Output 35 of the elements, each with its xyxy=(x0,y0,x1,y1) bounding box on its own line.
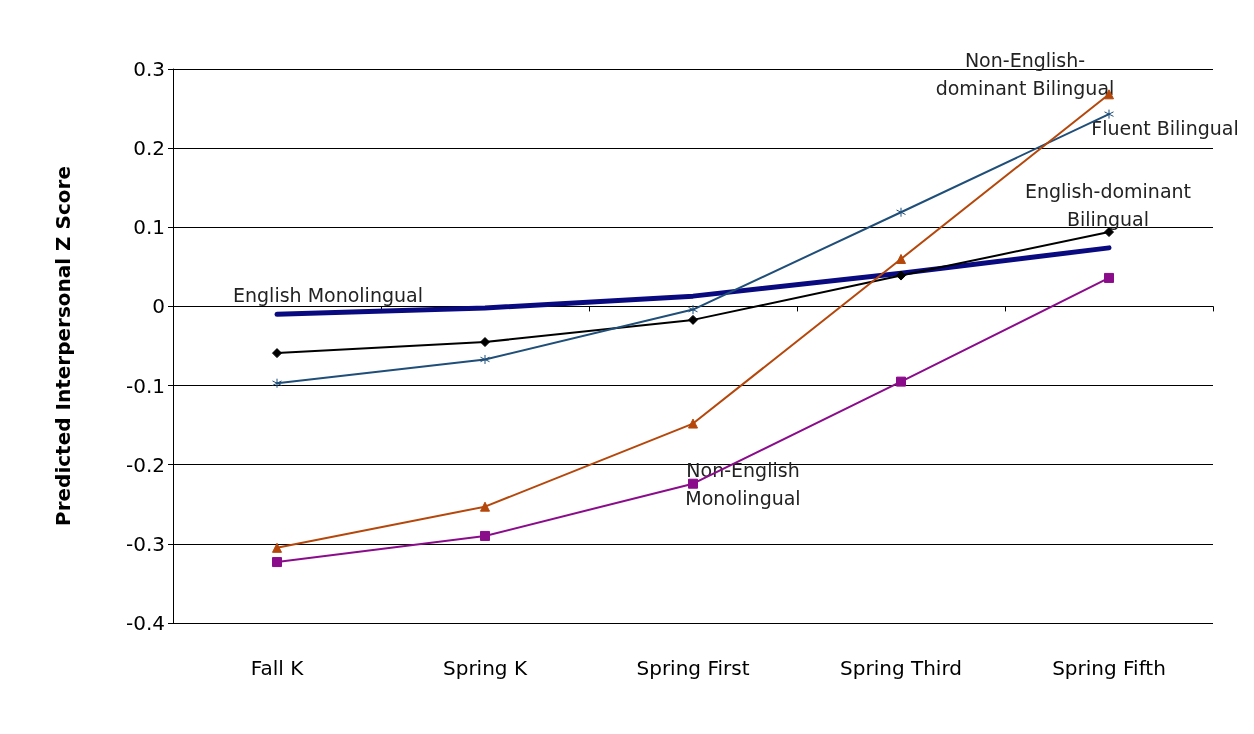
point xyxy=(480,501,490,512)
point xyxy=(480,530,490,541)
x-tick-label: Spring Fifth xyxy=(1052,656,1166,680)
y-tick-label: 0 xyxy=(152,294,165,319)
point xyxy=(1104,272,1114,283)
x-tick-label: Spring K xyxy=(442,656,528,680)
point xyxy=(896,270,906,281)
annotation: Fluent Bilingual xyxy=(1091,117,1239,139)
annotation: Non-English- dominant Bilingual xyxy=(935,49,1115,99)
y-tick-label: 0.1 xyxy=(133,215,165,240)
point xyxy=(272,557,282,568)
y-axis-title: Predicted Interpersonal Z Score xyxy=(51,165,75,527)
annotation: English-dominant Bilingual xyxy=(1024,180,1192,230)
point xyxy=(480,337,490,348)
x-tick-label: Spring First xyxy=(636,656,750,680)
y-tick-label: 0.3 xyxy=(133,57,165,81)
point xyxy=(272,348,282,359)
point xyxy=(688,418,698,429)
point xyxy=(480,354,490,365)
y-tick-label: -0.4 xyxy=(125,611,165,635)
y-tick-label: 0.2 xyxy=(133,136,165,161)
point xyxy=(272,378,282,389)
point xyxy=(272,542,282,553)
y-tick-label: -0.1 xyxy=(125,373,165,398)
point xyxy=(688,314,698,325)
point xyxy=(896,207,906,218)
point xyxy=(1104,109,1114,120)
point xyxy=(896,253,906,264)
y-tick-label: -0.2 xyxy=(125,452,165,477)
x-tick-label: Spring Third xyxy=(840,656,962,680)
annotation: English Monolingual xyxy=(233,284,423,306)
point xyxy=(896,376,906,387)
y-tick-label: -0.3 xyxy=(125,531,165,556)
point xyxy=(688,304,698,315)
x-tick-label: Fall K xyxy=(250,656,305,680)
